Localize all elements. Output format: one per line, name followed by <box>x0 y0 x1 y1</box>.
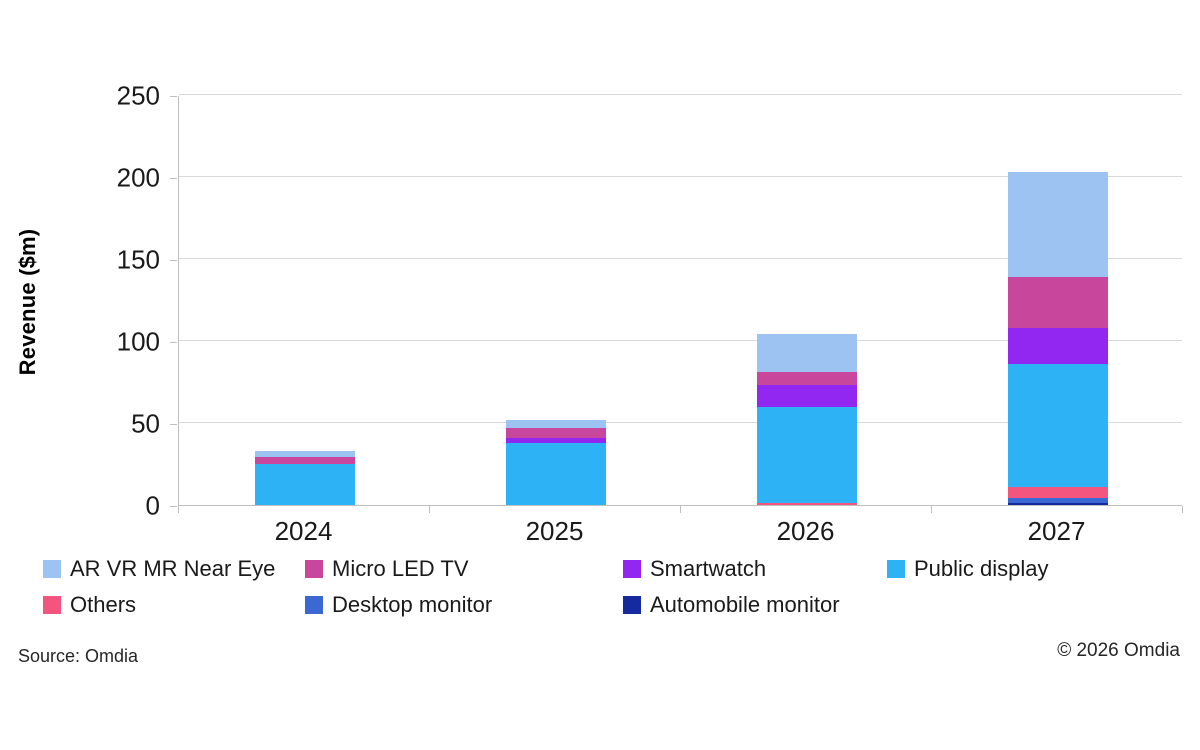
bar-segment-ar-vr-mr-near-eye <box>505 419 606 428</box>
x-tick-mark <box>931 506 932 513</box>
bar-segment-public-display <box>254 464 355 505</box>
bar-segment-micro-led-tv <box>505 427 606 438</box>
y-tick-mark <box>170 178 177 179</box>
bar-group-2025 <box>505 95 606 505</box>
y-tick-mark <box>170 506 177 507</box>
legend-swatch-icon <box>623 560 641 578</box>
y-tick-label: 100 <box>116 326 160 357</box>
gridline <box>179 340 1182 341</box>
x-axis-label: 2027 <box>1027 516 1086 546</box>
legend-swatch-icon <box>305 596 323 614</box>
y-tick-mark <box>170 260 177 261</box>
legend-item-micro-led-tv: Micro LED TV <box>305 556 623 581</box>
bar-group-2026 <box>756 95 857 505</box>
legend-label: AR VR MR Near Eye <box>70 556 276 581</box>
bar-segment-smartwatch <box>1007 327 1108 364</box>
bar-segment-smartwatch <box>505 437 606 443</box>
legend-label: Smartwatch <box>650 556 767 581</box>
legend-swatch-icon <box>623 596 641 614</box>
legend-label: Automobile monitor <box>650 592 840 617</box>
bar-segment-ar-vr-mr-near-eye <box>756 334 857 373</box>
legend-label: Others <box>70 592 137 617</box>
bar-segment-micro-led-tv <box>254 457 355 464</box>
gridline <box>179 176 1182 177</box>
x-tick-mark <box>429 506 430 513</box>
legend-item-automobile-monitor: Automobile monitor <box>623 592 887 617</box>
bar-segment-automobile-monitor <box>1007 503 1108 505</box>
y-tick-mark <box>170 424 177 425</box>
y-tick-mark <box>170 342 177 343</box>
legend-label: Micro LED TV <box>332 556 469 581</box>
legend-item-public-display: Public display <box>887 556 1183 581</box>
legend-label: Public display <box>914 556 1049 581</box>
bar-segment-micro-led-tv <box>1007 277 1108 328</box>
legend-swatch-icon <box>43 560 61 578</box>
bar-segment-smartwatch <box>756 385 857 407</box>
y-tick-label: 0 <box>145 490 160 521</box>
y-tick-label: 150 <box>116 244 160 275</box>
legend-label: Desktop monitor <box>332 592 493 617</box>
plot-area <box>178 94 1182 506</box>
x-axis-label: 2025 <box>525 516 584 546</box>
y-axis-title: Revenue ($m) <box>15 228 40 376</box>
source-note: Source: Omdia <box>18 646 139 666</box>
y-tick-label: 200 <box>116 162 160 193</box>
gridline <box>179 94 1182 95</box>
bar-segment-micro-led-tv <box>756 372 857 386</box>
legend: AR VR MR Near Eye Micro LED TV Smartwatch P… <box>43 556 1183 617</box>
bar-segment-others <box>756 503 857 505</box>
bar-segment-ar-vr-mr-near-eye <box>1007 172 1108 278</box>
x-tick-mark <box>1182 506 1183 513</box>
legend-item-ar-vr-mr-near-eye: AR VR MR Near Eye <box>43 556 305 581</box>
x-axis-label: 2024 <box>274 516 333 546</box>
y-tick-label: 50 <box>131 408 160 439</box>
bar-segment-public-display <box>505 442 606 505</box>
copyright-note: © 2026 Omdia <box>1057 640 1180 661</box>
legend-swatch-icon <box>43 596 61 614</box>
y-tick-mark <box>170 96 177 97</box>
x-axis-label: 2026 <box>776 516 835 546</box>
bar-segment-others <box>1007 486 1108 499</box>
legend-swatch-icon <box>305 560 323 578</box>
legend-swatch-icon <box>887 560 905 578</box>
gridline <box>179 258 1182 259</box>
bar-segment-public-display <box>756 406 857 504</box>
bar-segment-public-display <box>1007 363 1108 487</box>
legend-item-others: Others <box>43 592 305 617</box>
legend-item-smartwatch: Smartwatch <box>623 556 887 581</box>
bar-segment-ar-vr-mr-near-eye <box>254 450 355 458</box>
legend-item-desktop-monitor: Desktop monitor <box>305 592 623 617</box>
x-tick-mark <box>680 506 681 513</box>
y-tick-label: 250 <box>116 80 160 111</box>
x-tick-mark <box>178 506 179 513</box>
bar-group-2027 <box>1007 95 1108 505</box>
bar-segment-desktop-monitor <box>1007 498 1108 504</box>
bar-group-2024 <box>254 95 355 505</box>
gridline <box>179 422 1182 423</box>
